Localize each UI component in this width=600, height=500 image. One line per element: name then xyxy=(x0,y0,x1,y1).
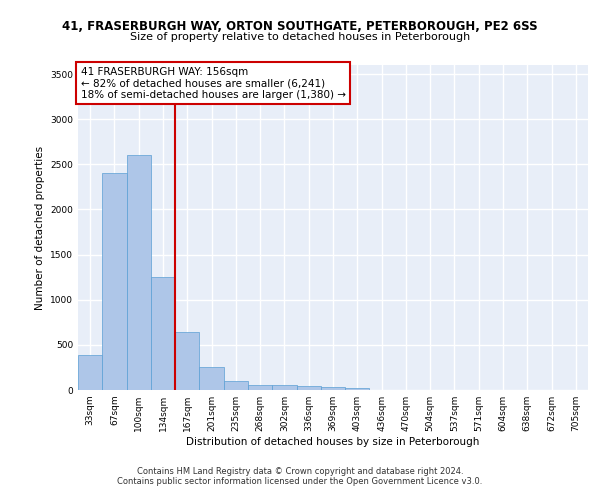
Bar xyxy=(175,332,199,390)
Bar xyxy=(78,355,102,390)
Bar xyxy=(248,384,272,390)
Text: Contains public sector information licensed under the Open Government Licence v3: Contains public sector information licen… xyxy=(118,477,482,486)
Bar xyxy=(345,388,370,390)
Bar xyxy=(224,381,248,390)
Text: Size of property relative to detached houses in Peterborough: Size of property relative to detached ho… xyxy=(130,32,470,42)
Text: 41 FRASERBURGH WAY: 156sqm
← 82% of detached houses are smaller (6,241)
18% of s: 41 FRASERBURGH WAY: 156sqm ← 82% of deta… xyxy=(80,66,346,100)
Bar xyxy=(102,174,127,390)
Bar xyxy=(272,385,296,390)
Bar xyxy=(127,156,151,390)
Y-axis label: Number of detached properties: Number of detached properties xyxy=(35,146,44,310)
Text: 41, FRASERBURGH WAY, ORTON SOUTHGATE, PETERBOROUGH, PE2 6SS: 41, FRASERBURGH WAY, ORTON SOUTHGATE, PE… xyxy=(62,20,538,33)
Bar xyxy=(296,386,321,390)
Text: Contains HM Land Registry data © Crown copyright and database right 2024.: Contains HM Land Registry data © Crown c… xyxy=(137,467,463,476)
X-axis label: Distribution of detached houses by size in Peterborough: Distribution of detached houses by size … xyxy=(187,437,479,447)
Bar xyxy=(199,366,224,390)
Bar xyxy=(151,277,175,390)
Bar xyxy=(321,388,345,390)
